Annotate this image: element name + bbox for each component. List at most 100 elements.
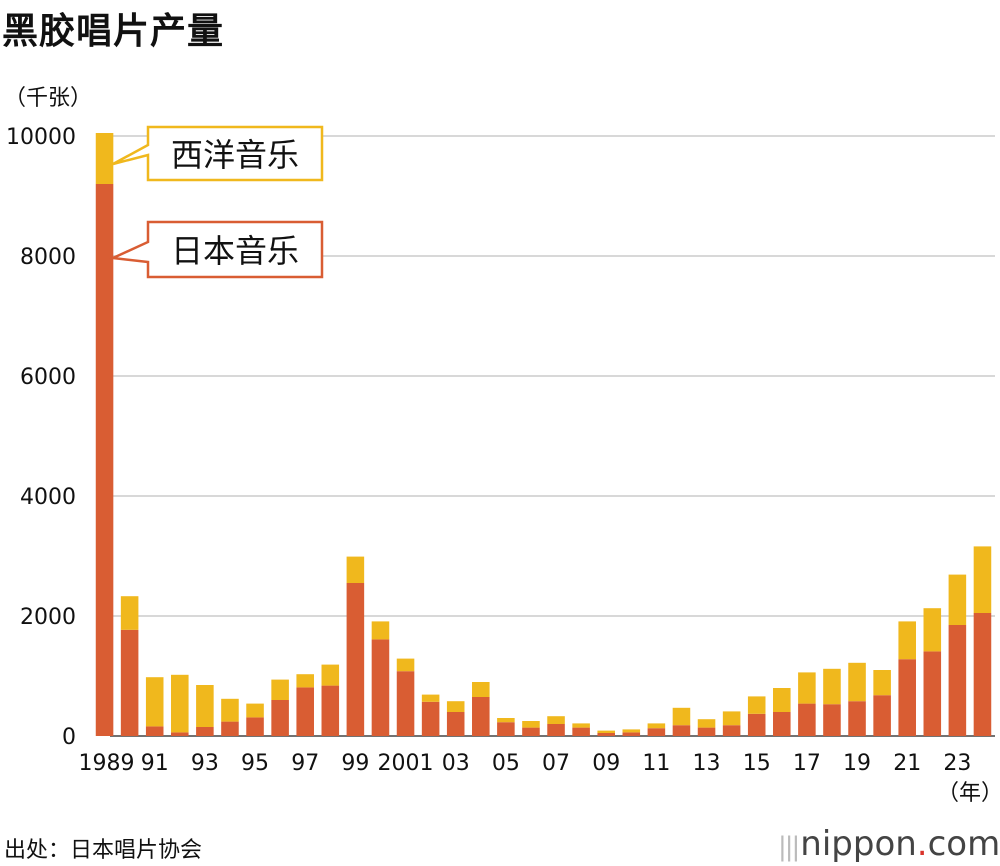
bar-western-1992 [171,674,189,733]
bar-japanese-2010 [622,732,641,736]
bar-japanese-1998 [321,685,340,736]
x-tick-label: 93 [191,751,219,776]
bar-western-1989 [95,133,114,184]
bar-western-2019 [848,662,866,702]
bars [95,133,992,736]
bar-japanese-2004 [472,697,490,736]
bar-japanese-2002 [421,701,440,736]
callout-japanese-label: 日本音乐 [171,232,299,270]
bar-japanese-1994 [221,721,239,736]
bar-japanese-2024 [973,613,992,736]
bar-western-1998 [321,664,340,686]
bar-japanese-2003 [446,712,465,736]
bar-japanese-1990 [120,629,139,736]
y-tick-label: 10000 [6,125,76,150]
y-tick-label: 2000 [20,605,76,630]
y-tick-label: 8000 [20,245,76,270]
bar-western-1996 [271,679,289,700]
y-tick-label: 4000 [20,485,76,510]
source-text: 出处：日本唱片协会 [4,838,203,863]
callout-western: 西洋音乐 [112,125,324,182]
bar-japanese-2015 [747,713,766,736]
bar-japanese-1991 [145,726,164,736]
bar-western-2008 [572,723,590,728]
bar-japanese-2007 [547,724,565,736]
bar-japanese-2012 [672,725,691,736]
x-tick-label: 07 [542,751,570,776]
x-tick-label: 19 [843,751,871,776]
x-tick-label: 11 [642,751,670,776]
bar-western-2012 [672,707,691,726]
bar-japanese-2019 [848,701,866,736]
bar-japanese-2013 [697,727,716,736]
chart-title: 黑胶唱片产量 [2,11,225,52]
y-tick-label: 6000 [20,365,76,390]
bar-japanese-2014 [722,725,741,736]
bar-japanese-2006 [522,727,540,736]
bar-western-2013 [697,719,716,728]
x-axis-ticks: 1989 91 93 95 97 99 2001 03 05 07 09 11 13 15 17 19 21 23 [79,751,972,776]
bar-japanese-2020 [873,695,891,736]
bar-western-2005 [497,718,515,723]
bar-japanese-2011 [647,728,666,736]
x-tick-label: 91 [141,751,169,776]
x-tick-label: 05 [492,751,520,776]
y-axis-ticks: 0 2000 4000 6000 8000 10000 [6,125,76,750]
bar-japanese-1993 [196,727,214,736]
x-tick-label: 15 [743,751,771,776]
bar-japanese-1995 [246,717,264,736]
bar-western-2004 [472,682,490,697]
bar-western-2010 [622,729,641,733]
bar-japanese-2009 [597,733,615,736]
bar-western-2023 [948,574,967,625]
x-tick-label: 99 [341,751,369,776]
bar-western-2009 [597,730,615,733]
bar-japanese-2005 [497,722,515,736]
callout-western-label: 西洋音乐 [171,136,299,174]
bar-japanese-2021 [898,659,916,736]
bar-western-2000 [371,621,390,640]
bar-japanese-2023 [948,625,967,736]
bar-western-1997 [296,674,314,688]
bar-western-2001 [396,658,415,672]
bar-western-2017 [798,672,816,704]
bar-western-1990 [120,596,139,630]
x-tick-label: 2001 [378,751,434,776]
bar-japanese-2022 [923,651,942,736]
x-tick-label: 03 [442,751,470,776]
x-tick-label: 95 [241,751,269,776]
bar-japanese-2001 [396,671,415,736]
bar-western-2018 [823,668,841,705]
bar-western-2024 [973,546,992,613]
x-tick-label: 23 [943,751,971,776]
bar-western-1995 [246,703,264,718]
bar-western-2021 [898,621,916,660]
bar-western-1993 [196,685,214,727]
bar-japanese-2000 [371,639,390,736]
bar-japanese-2008 [572,727,590,736]
bar-western-2007 [547,716,565,724]
bar-japanese-2017 [798,703,816,736]
bar-western-1991 [145,677,164,727]
bar-japanese-1996 [271,700,289,736]
bar-western-2022 [923,608,942,652]
bar-japanese-1997 [296,687,314,736]
bar-japanese-1989 [95,184,114,736]
nippon-logo: |||nippon.com [778,824,1000,864]
y-unit-label: （千张） [4,86,93,111]
x-tick-label: 17 [793,751,821,776]
bar-western-2011 [647,723,666,729]
y-tick-label: 0 [62,725,76,750]
bar-western-2003 [446,701,465,712]
x-tick-label: 09 [592,751,620,776]
bar-western-1994 [221,698,239,722]
bar-japanese-1999 [346,583,365,736]
bar-western-2015 [747,696,766,714]
bar-western-2002 [421,694,440,702]
bar-western-2016 [773,688,791,712]
bar-western-1999 [346,556,365,583]
x-tick-label: 21 [893,751,921,776]
bar-japanese-2016 [773,712,791,736]
bar-western-2006 [522,721,540,728]
